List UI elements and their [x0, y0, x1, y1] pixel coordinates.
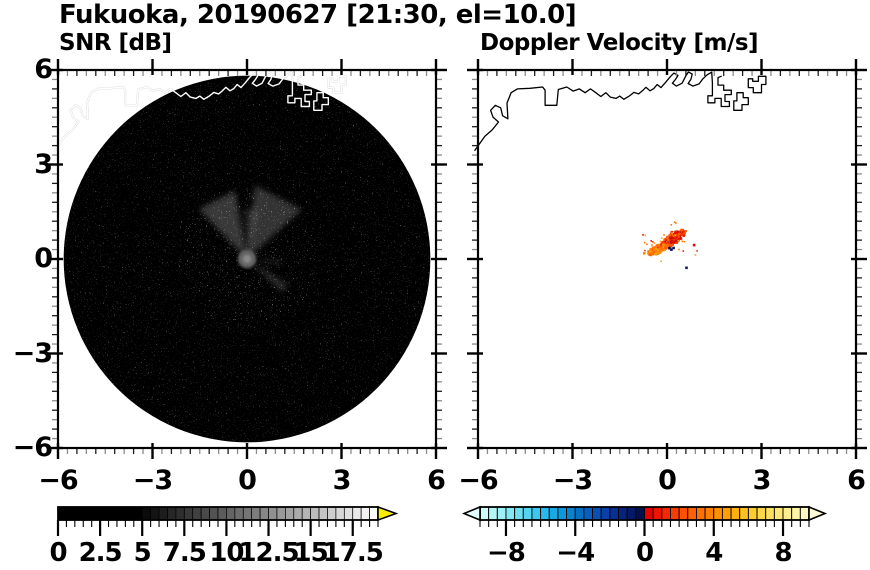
- doppler-x-tick-label: −3: [552, 465, 593, 496]
- snr-colorbar-label: 12.5: [238, 538, 299, 568]
- y-tick-label: −6: [12, 432, 53, 463]
- y-tick-label: 0: [34, 243, 53, 274]
- doppler-panel-plot: [467, 59, 867, 459]
- snr-colorbar: [56, 505, 399, 536]
- snr-colorbar-label: 17.5: [322, 538, 384, 568]
- doppler-colorbar-label: −8: [487, 538, 526, 568]
- doppler-colorbar-label: 4: [705, 538, 723, 568]
- snr-x-tick-label: 3: [332, 465, 352, 496]
- snr-panel-title: SNR [dB]: [59, 30, 172, 56]
- doppler-x-tick-label: −6: [458, 465, 498, 496]
- snr-x-tick-label: 6: [427, 465, 446, 496]
- doppler-x-tick-label: 3: [752, 465, 772, 496]
- doppler-over-range-arrow: [808, 505, 828, 522]
- snr-colorbar-label: 5: [133, 538, 152, 568]
- snr-colorbar-label: 15: [293, 538, 329, 568]
- snr-colorbar-label: 0: [49, 538, 67, 568]
- snr-x-tick-label: −3: [132, 465, 173, 496]
- snr-colorbar-label: 2.5: [78, 538, 123, 568]
- doppler-colorbar-label: −4: [556, 538, 595, 568]
- doppler-under-range-arrow: [461, 505, 481, 522]
- snr-colorbar-label: 10: [209, 538, 244, 568]
- snr-x-tick-label: −6: [38, 465, 78, 496]
- snr-x-tick-label: 0: [238, 465, 257, 496]
- doppler-colorbar-label: 0: [635, 538, 654, 568]
- snr-panel-plot: [47, 59, 447, 459]
- doppler-x-tick-label: 0: [658, 465, 677, 496]
- figure-title: Fukuoka, 20190627 [21:30, el=10.0]: [59, 0, 577, 30]
- y-tick-label: −3: [12, 337, 53, 369]
- doppler-colorbar-label: 8: [774, 538, 792, 568]
- y-tick-label: 3: [34, 148, 53, 180]
- doppler-colorbar: [461, 505, 828, 536]
- doppler-panel-title: Doppler Velocity [m/s]: [480, 30, 759, 56]
- y-tick-label: 6: [34, 54, 53, 85]
- doppler-x-tick-label: 6: [847, 465, 866, 496]
- doppler-echo-blob: [642, 221, 698, 270]
- snr-colorbar-label: 7.5: [162, 538, 207, 568]
- snr-over-range-arrow: [377, 505, 399, 522]
